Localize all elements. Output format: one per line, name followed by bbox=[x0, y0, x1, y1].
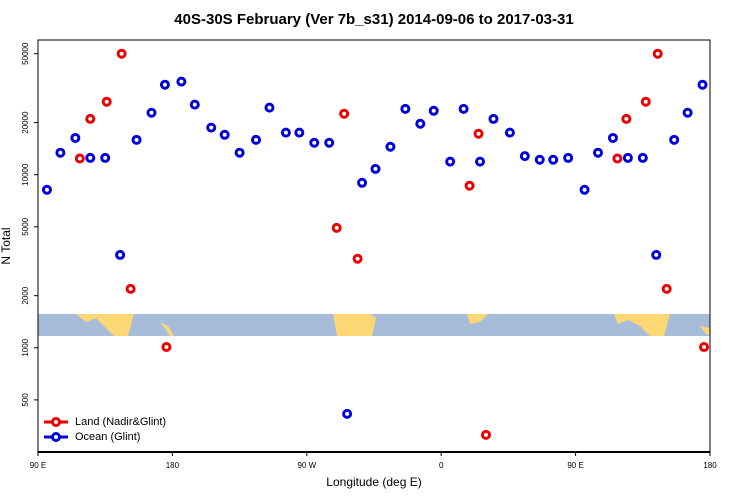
point bbox=[548, 154, 559, 165]
point bbox=[464, 180, 475, 191]
x-axis-label: Longitude (deg E) bbox=[326, 475, 421, 489]
point bbox=[661, 283, 672, 294]
point bbox=[357, 177, 368, 188]
y-tick-label: 10000 bbox=[21, 163, 30, 186]
point bbox=[339, 108, 350, 119]
y-tick-label: 20000 bbox=[21, 111, 30, 134]
point bbox=[131, 134, 142, 145]
point bbox=[622, 152, 633, 163]
point bbox=[652, 48, 663, 59]
point bbox=[189, 99, 200, 110]
y-tick-label: 5000 bbox=[21, 217, 30, 235]
point bbox=[637, 152, 648, 163]
point bbox=[607, 132, 618, 143]
point bbox=[219, 129, 230, 140]
point bbox=[473, 128, 484, 139]
point bbox=[475, 156, 486, 167]
y-axis-label: N Total bbox=[0, 227, 13, 264]
plot-frame bbox=[37, 39, 711, 453]
point bbox=[115, 249, 126, 260]
chart-title: 40S-30S February (Ver 7b_s31) 2014-09-06… bbox=[174, 11, 573, 28]
point bbox=[504, 127, 515, 138]
map-strip bbox=[38, 314, 710, 336]
point bbox=[146, 107, 157, 118]
point bbox=[682, 107, 693, 118]
point bbox=[352, 253, 363, 264]
point bbox=[640, 96, 651, 107]
point bbox=[458, 103, 469, 114]
point bbox=[324, 137, 335, 148]
point bbox=[415, 118, 426, 129]
point bbox=[176, 76, 187, 87]
y-tick-label: 1000 bbox=[21, 338, 30, 356]
point bbox=[481, 429, 491, 440]
point bbox=[101, 96, 112, 107]
point bbox=[697, 79, 708, 90]
point bbox=[294, 127, 305, 138]
point bbox=[445, 156, 456, 167]
point bbox=[280, 127, 291, 138]
point bbox=[251, 134, 262, 145]
point bbox=[100, 152, 111, 163]
point bbox=[699, 342, 710, 353]
point bbox=[579, 184, 590, 195]
point bbox=[161, 342, 172, 353]
point bbox=[70, 132, 81, 143]
x-tick-label: 0 bbox=[439, 461, 444, 470]
x-tick-label: 90 E bbox=[567, 461, 583, 470]
point bbox=[309, 137, 320, 148]
point bbox=[125, 283, 136, 294]
point bbox=[385, 141, 396, 152]
point bbox=[342, 408, 353, 419]
point bbox=[563, 152, 574, 163]
x-tick-label: 180 bbox=[166, 461, 180, 470]
y-tick-label: 500 bbox=[21, 393, 30, 407]
point bbox=[74, 153, 85, 164]
x-tick-label: 180 bbox=[703, 461, 717, 470]
point bbox=[428, 105, 439, 116]
point bbox=[116, 48, 127, 59]
point bbox=[264, 102, 275, 113]
point bbox=[331, 222, 342, 233]
point bbox=[534, 154, 545, 165]
y-tick-label: 50000 bbox=[21, 42, 30, 65]
legend-label: Land (Nadir&Glint) bbox=[75, 416, 166, 428]
point bbox=[593, 147, 603, 158]
point bbox=[612, 153, 623, 164]
point bbox=[159, 79, 170, 90]
point bbox=[669, 134, 680, 145]
point bbox=[370, 163, 381, 174]
legend-marker bbox=[51, 417, 61, 427]
x-tick-label: 90 W bbox=[297, 461, 316, 470]
y-tick-label: 2000 bbox=[21, 286, 30, 304]
point bbox=[85, 152, 96, 163]
point bbox=[85, 113, 96, 124]
point bbox=[488, 113, 499, 124]
x-tick-label: 90 E bbox=[30, 461, 46, 470]
point bbox=[519, 151, 530, 162]
legend-label: Ocean (Glint) bbox=[75, 431, 140, 443]
point bbox=[206, 122, 217, 133]
point bbox=[651, 249, 662, 260]
point bbox=[621, 113, 632, 124]
legend-marker bbox=[51, 432, 61, 442]
point bbox=[55, 147, 66, 158]
point bbox=[41, 184, 52, 195]
point bbox=[400, 103, 411, 114]
point bbox=[234, 147, 245, 158]
